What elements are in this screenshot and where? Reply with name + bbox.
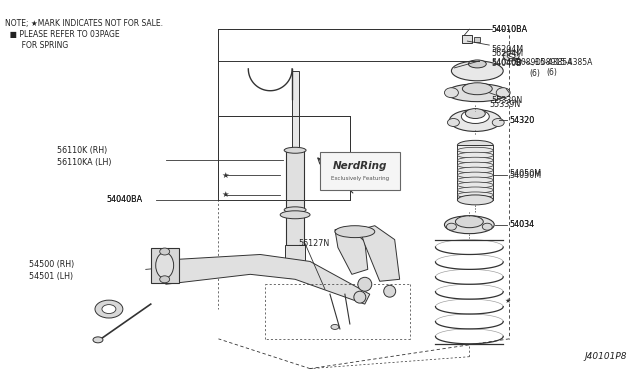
- Text: (6): (6): [546, 68, 557, 77]
- Bar: [458, 145, 493, 200]
- Ellipse shape: [335, 226, 375, 238]
- Bar: [474, 37, 480, 42]
- Ellipse shape: [465, 109, 485, 119]
- Ellipse shape: [458, 157, 493, 163]
- Text: 54500 (RH): 54500 (RH): [29, 260, 74, 269]
- Ellipse shape: [284, 207, 306, 213]
- Ellipse shape: [93, 337, 103, 343]
- Ellipse shape: [331, 324, 339, 330]
- Ellipse shape: [358, 277, 372, 291]
- Ellipse shape: [468, 60, 486, 68]
- Text: J40101P8: J40101P8: [584, 352, 627, 361]
- Text: 54010BA: 54010BA: [492, 25, 527, 34]
- Text: 54034: 54034: [509, 220, 534, 229]
- Ellipse shape: [444, 88, 458, 98]
- Ellipse shape: [458, 187, 493, 193]
- Bar: [462, 35, 472, 43]
- Ellipse shape: [507, 54, 515, 58]
- Text: ★: ★: [221, 190, 229, 199]
- Text: 55339N: 55339N: [492, 96, 522, 105]
- Ellipse shape: [503, 51, 519, 61]
- Text: 54050M: 54050M: [509, 169, 541, 177]
- Text: NerdRing: NerdRing: [333, 161, 387, 171]
- Text: Exclusively Featuring: Exclusively Featuring: [331, 176, 389, 180]
- Text: 55339N: 55339N: [489, 100, 520, 109]
- Ellipse shape: [285, 262, 305, 270]
- Text: ★: ★: [504, 298, 510, 304]
- Ellipse shape: [458, 195, 493, 205]
- Text: 56127N: 56127N: [298, 239, 330, 248]
- Ellipse shape: [102, 305, 116, 314]
- Ellipse shape: [447, 119, 460, 126]
- Ellipse shape: [458, 152, 493, 158]
- Ellipse shape: [449, 110, 501, 131]
- Text: 54501 (LH): 54501 (LH): [29, 272, 74, 281]
- Ellipse shape: [483, 223, 492, 230]
- Ellipse shape: [280, 211, 310, 219]
- Polygon shape: [335, 228, 368, 274]
- Ellipse shape: [384, 285, 396, 297]
- Ellipse shape: [160, 248, 170, 255]
- Ellipse shape: [354, 291, 366, 303]
- Text: ■ PLEASE REFER TO 03PAGE: ■ PLEASE REFER TO 03PAGE: [5, 30, 120, 39]
- Ellipse shape: [458, 147, 493, 153]
- Text: 54040BA: 54040BA: [106, 195, 142, 204]
- Ellipse shape: [95, 300, 123, 318]
- Ellipse shape: [456, 216, 483, 228]
- Ellipse shape: [462, 83, 492, 95]
- Text: 56110K (RH): 56110K (RH): [57, 146, 108, 155]
- Bar: [151, 247, 179, 283]
- Text: 54320: 54320: [509, 116, 534, 125]
- Text: NOTE; ★MARK INDICATES NOT FOR SALE.: NOTE; ★MARK INDICATES NOT FOR SALE.: [5, 19, 163, 28]
- Ellipse shape: [284, 147, 306, 153]
- Ellipse shape: [160, 276, 170, 283]
- Ellipse shape: [458, 177, 493, 183]
- Ellipse shape: [458, 192, 493, 198]
- Bar: [286, 150, 304, 244]
- Text: 54034: 54034: [509, 220, 534, 229]
- Ellipse shape: [447, 223, 456, 230]
- Text: (6): (6): [529, 69, 540, 78]
- Text: 54040B: 54040B: [492, 58, 522, 67]
- Ellipse shape: [458, 140, 493, 150]
- Bar: [292, 71, 299, 150]
- Text: Ð08915-4385A: Ð08915-4385A: [515, 58, 573, 67]
- Bar: [285, 244, 305, 266]
- Text: Ð08915-4385A: Ð08915-4385A: [535, 58, 593, 67]
- Ellipse shape: [447, 84, 508, 102]
- Text: 56204M: 56204M: [492, 45, 524, 54]
- Text: 54040B: 54040B: [492, 60, 522, 68]
- Bar: [320, 152, 399, 190]
- Text: 54040BA: 54040BA: [106, 195, 142, 204]
- Polygon shape: [166, 254, 370, 304]
- Polygon shape: [360, 226, 399, 281]
- Ellipse shape: [492, 119, 504, 126]
- Bar: [289, 264, 301, 278]
- Ellipse shape: [458, 172, 493, 178]
- Text: 54320: 54320: [509, 116, 534, 125]
- Text: ★: ★: [221, 171, 229, 180]
- Text: FOR SPRING: FOR SPRING: [5, 41, 68, 50]
- Ellipse shape: [496, 88, 510, 98]
- Ellipse shape: [461, 110, 489, 124]
- Ellipse shape: [156, 253, 173, 278]
- Ellipse shape: [458, 162, 493, 168]
- Text: 56204M: 56204M: [492, 48, 524, 58]
- Text: 56110KA (LH): 56110KA (LH): [57, 158, 111, 167]
- Ellipse shape: [444, 216, 494, 234]
- Ellipse shape: [458, 167, 493, 173]
- Text: 54050M: 54050M: [509, 171, 541, 180]
- Ellipse shape: [451, 61, 503, 81]
- Ellipse shape: [458, 182, 493, 188]
- Text: 54010BA: 54010BA: [492, 25, 527, 34]
